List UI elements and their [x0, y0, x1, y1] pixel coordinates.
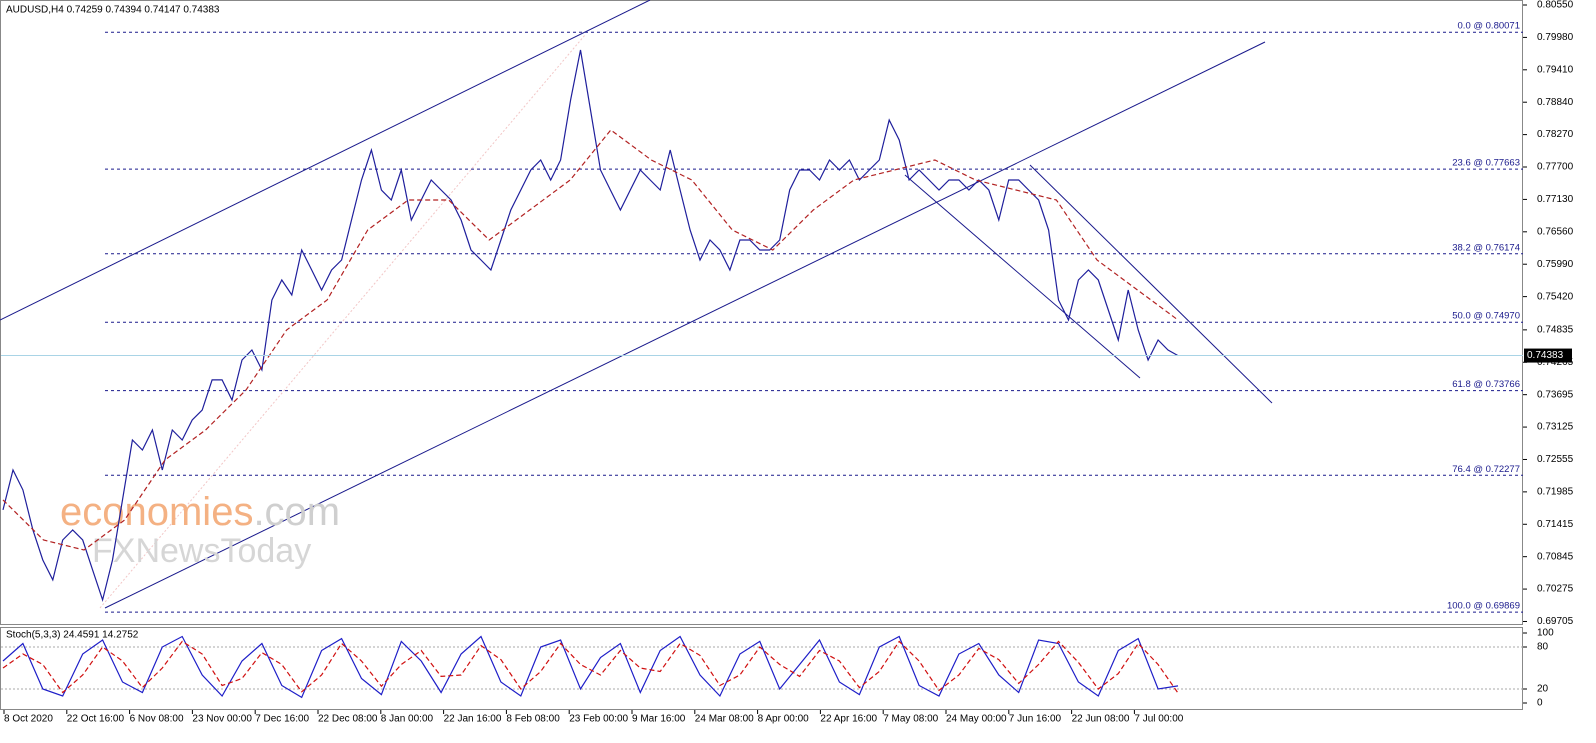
x-tick-label: 7 Dec 16:00 [255, 714, 309, 725]
current-price-label: 0.74383 [1527, 350, 1564, 361]
y-tick-label: 0.75420 [1537, 291, 1574, 302]
down-channel-lower [904, 174, 1141, 379]
x-tick-label: 7 May 08:00 [883, 714, 938, 725]
x-tick-label: 23 Nov 00:00 [192, 714, 252, 725]
fib-diagonal [99, 34, 586, 609]
y-tick-label: 80 [1537, 642, 1549, 653]
stoch-line [2, 640, 1179, 694]
chart-title: AUDUSD,H4 0.74259 0.74394 0.74147 0.7438… [6, 5, 220, 16]
x-tick-label: 9 Mar 16:00 [632, 714, 686, 725]
fib-label: 100.0 @ 0.69869 [1447, 601, 1520, 612]
y-tick-label: 0.71415 [1537, 519, 1574, 530]
x-tick-label: 22 Jun 08:00 [1072, 714, 1130, 725]
x-tick-label: 8 Apr 00:00 [758, 714, 810, 725]
x-tick-label: 7 Jul 00:00 [1134, 714, 1183, 725]
x-tick-label: 8 Oct 2020 [4, 714, 53, 725]
fib-label: 38.2 @ 0.76174 [1452, 242, 1520, 253]
watermark: economies.com [60, 490, 340, 534]
watermark-domain: .com [253, 490, 340, 534]
main-panel [0, 0, 1523, 625]
watermark-sub: FXNewsToday [92, 532, 311, 570]
stoch-title: Stoch(5,3,3) 24.4591 14.2752 [6, 630, 139, 641]
y-tick-label: 0.69705 [1537, 616, 1574, 627]
current-price-box [1524, 348, 1572, 363]
x-tick-label: 23 Feb 00:00 [569, 714, 628, 725]
y-tick-label: 0.77700 [1537, 162, 1574, 173]
y-tick-label: 0.77130 [1537, 194, 1574, 205]
stoch-panel [0, 627, 1523, 710]
x-tick-label: 24 Mar 08:00 [695, 714, 754, 725]
y-tick-label: 0.80550 [1537, 0, 1574, 11]
y-tick-label: 0.78840 [1537, 97, 1574, 108]
y-tick-label: 0.79410 [1537, 64, 1574, 75]
watermark-brand: economies [60, 490, 253, 534]
x-tick-label: 7 Jun 16:00 [1009, 714, 1062, 725]
x-tick-label: 22 Jan 16:00 [444, 714, 502, 725]
y-tick-label: 0.76560 [1537, 226, 1574, 237]
y-tick-label: 0.73695 [1537, 389, 1574, 400]
down-channel-upper [1029, 164, 1273, 404]
y-tick-label: 0 [1537, 698, 1543, 709]
x-tick-label: 6 Nov 08:00 [130, 714, 184, 725]
y-tick-label: 0.75990 [1537, 259, 1574, 270]
fib-label: 76.4 @ 0.72277 [1452, 464, 1520, 475]
fib-label: 61.8 @ 0.73766 [1452, 379, 1520, 390]
y-tick-label: 0.79980 [1537, 32, 1574, 43]
price-line [2, 49, 1179, 603]
y-tick-label: 0.70845 [1537, 551, 1574, 562]
x-tick-label: 8 Jan 00:00 [381, 714, 434, 725]
stoch-line [2, 635, 1179, 699]
x-tick-label: 24 May 00:00 [946, 714, 1007, 725]
x-tick-label: 22 Apr 16:00 [820, 714, 877, 725]
y-tick-label: 100 [1537, 628, 1554, 639]
y-tick-label: 0.74835 [1537, 325, 1574, 336]
y-tick-label: 0.73125 [1537, 422, 1574, 433]
x-tick-label: 22 Dec 08:00 [318, 714, 378, 725]
x-tick-label: 8 Feb 08:00 [506, 714, 560, 725]
channel-lower [104, 41, 1266, 609]
fib-label: 23.6 @ 0.77663 [1452, 158, 1520, 169]
y-tick-label: 0.72555 [1537, 454, 1574, 465]
channel-upper [0, 0, 651, 321]
x-tick-label: 22 Oct 16:00 [67, 714, 125, 725]
fib-label: 50.0 @ 0.74970 [1452, 311, 1520, 322]
y-tick-label: 0.78270 [1537, 129, 1574, 140]
y-tick-label: 0.70275 [1537, 584, 1574, 595]
fib-label: 0.0 @ 0.80071 [1458, 21, 1520, 32]
y-tick-label: 0.71985 [1537, 487, 1574, 498]
y-tick-label: 20 [1537, 684, 1549, 695]
trend-lines [0, 0, 1273, 609]
